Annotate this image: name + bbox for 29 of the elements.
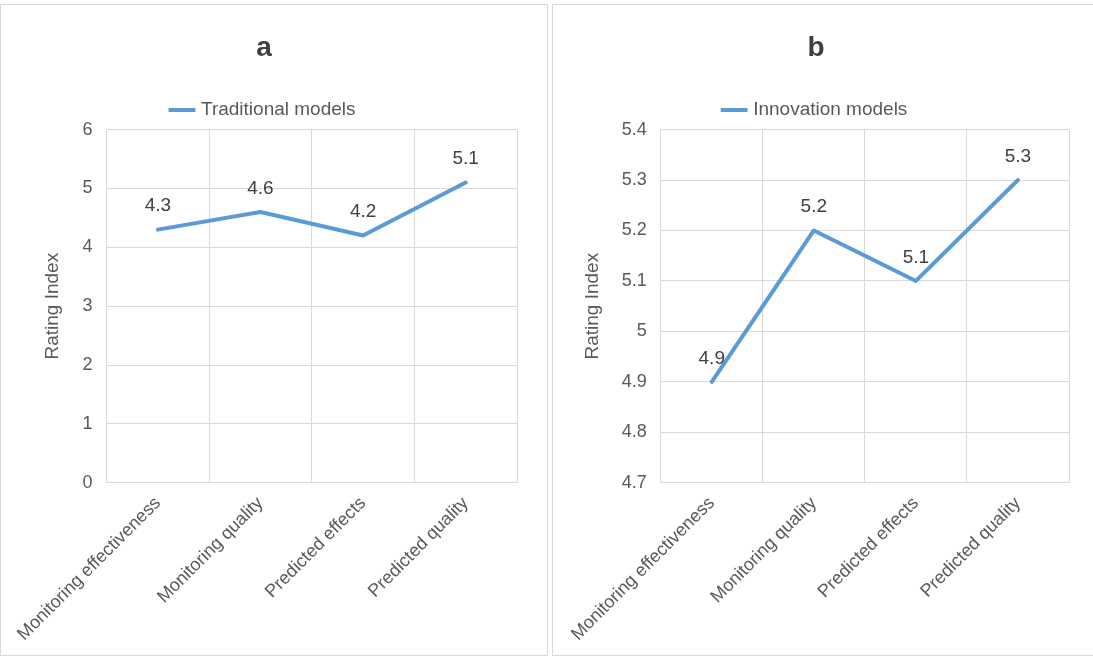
y-axis-title: Rating Index [580,252,602,360]
y-tick-label: 2 [82,353,93,374]
chart-title: a [256,30,273,62]
y-tick-label: 5.1 [621,269,647,290]
y-tick-label: 5 [636,320,647,341]
y-tick-label: 1 [82,412,93,433]
y-tick-label: 4.8 [621,421,647,442]
legend-label: Traditional models [200,98,356,120]
y-tick-label: 5.4 [621,118,647,139]
y-tick-label: 3 [82,295,93,316]
y-tick-label: 4.7 [621,471,647,492]
y-tick-label: 0 [82,471,93,492]
data-label: 5.1 [452,147,479,169]
data-label: 4.2 [349,200,377,222]
y-tick-label: 5.3 [621,169,647,190]
y-tick-label: 4 [82,236,93,257]
data-label: 5.1 [902,245,930,267]
y-tick-label: 5.2 [621,219,647,240]
data-label: 4.3 [144,194,172,216]
legend-label: Innovation models [753,98,908,120]
data-label: 5.3 [1004,144,1032,166]
y-tick-label: 4.9 [621,370,647,391]
data-label: 4.9 [698,346,725,368]
data-label: 4.6 [247,176,274,198]
y-axis-title: Rating Index [41,252,63,360]
chart-title: b [807,30,825,62]
y-tick-label: 5 [82,177,93,198]
y-tick-label: 6 [82,118,93,139]
data-label: 5.2 [800,195,828,217]
